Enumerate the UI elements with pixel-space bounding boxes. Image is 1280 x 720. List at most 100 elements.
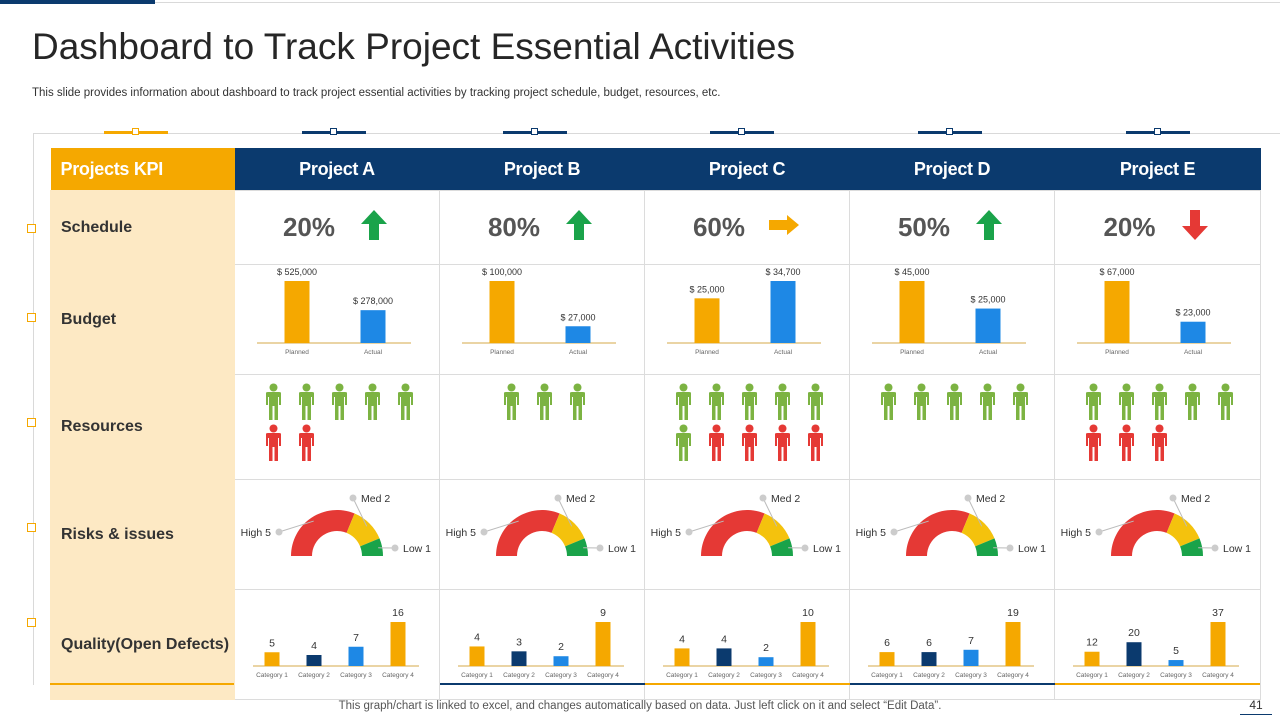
footer-note: This graph/chart is linked to excel, and…: [338, 700, 942, 712]
schedule-bullet: [27, 224, 36, 233]
medium-risk-label: Med 2: [566, 493, 595, 505]
person-icon: [299, 383, 314, 420]
page-title: Dashboard to Track Project Essential Act…: [32, 26, 795, 67]
defect-bar: [264, 652, 280, 666]
planned-value-label: $ 45,000: [894, 267, 929, 277]
leader-line: [762, 497, 778, 527]
person-icon: [742, 424, 757, 461]
category-label: Category 2: [503, 672, 535, 679]
leader-line: [557, 497, 573, 527]
leader-dot: [801, 544, 809, 552]
leader-dot: [480, 528, 488, 536]
person-icon: [1218, 383, 1233, 420]
low-risk-segment: [770, 538, 793, 556]
budget-axis-label: Planned: [900, 349, 924, 356]
defect-value-label: 19: [1007, 607, 1019, 619]
trend-up-icon: [357, 208, 391, 247]
person-icon: [808, 383, 823, 420]
defect-bar: [758, 657, 774, 666]
person-icon: [1185, 383, 1200, 420]
leader-dot: [391, 544, 399, 552]
category-label: Category 1: [256, 672, 288, 679]
defects-chart: 4 Category 1 3 Category 2 2 Category 3 9 Catego…: [458, 607, 624, 679]
risk-gauge: High 5 Med 2 Low 1: [651, 493, 841, 556]
defect-value-label: 7: [968, 635, 974, 647]
quality-label: Quality(Open Defects): [50, 589, 235, 700]
project-b-tick-marker: [503, 128, 567, 135]
leader-dot: [554, 494, 562, 502]
budget-axis-label: Actual: [774, 349, 793, 356]
defect-bar: [553, 656, 569, 666]
defect-value-label: 2: [763, 642, 769, 654]
actual-value-label: $ 23,000: [1175, 308, 1210, 318]
risk-gauge: High 5 Med 2 Low 1: [241, 493, 431, 556]
defect-bar: [511, 651, 527, 666]
budget-axis-label: Planned: [695, 349, 719, 356]
category-label: Category 1: [461, 672, 493, 679]
project-e-header: Project E: [1054, 148, 1261, 191]
project-b-header: Project B: [439, 148, 645, 191]
people-group: [1055, 375, 1259, 462]
budget-chart: $ 45,000 Planned $ 25,000 Actual: [872, 267, 1026, 356]
person-icon: [1013, 383, 1028, 420]
resources-label: Resources: [50, 374, 235, 480]
low-risk-label: Low 1: [813, 543, 841, 555]
planned-value-label: $ 100,000: [482, 267, 522, 277]
connector-line: [33, 133, 1280, 134]
budget-axis-label: Actual: [979, 349, 998, 356]
high-risk-segment: [496, 510, 560, 556]
project-a-schedule: 20%: [234, 190, 440, 265]
risks-bullet: [27, 523, 36, 532]
category-label: Category 4: [382, 672, 414, 679]
budget-chart: $ 100,000 Planned $ 27,000 Actual: [462, 267, 616, 356]
category-label: Category 3: [955, 672, 987, 679]
category-label: Category 4: [997, 672, 1029, 679]
defect-value-label: 6: [884, 637, 890, 649]
project-e-risks: High 5 Med 2 Low 1: [1054, 479, 1261, 590]
project-b-risks: High 5 Med 2 Low 1: [439, 479, 645, 590]
actual-value-label: $ 27,000: [560, 312, 595, 322]
page-subtitle: This slide provides information about da…: [32, 87, 721, 99]
defect-bar: [306, 655, 322, 666]
low-risk-label: Low 1: [1223, 543, 1251, 555]
project-d-budget: $ 45,000 Planned $ 25,000 Actual: [849, 264, 1055, 375]
person-icon: [914, 383, 929, 420]
actual-value-label: $ 25,000: [970, 295, 1005, 305]
low-risk-segment: [360, 538, 383, 556]
person-icon: [266, 424, 281, 461]
person-icon: [332, 383, 347, 420]
project-e-quality: 12 Category 1 20 Category 2 5 Category 3 37 Cat…: [1054, 589, 1261, 700]
category-label: Category 2: [1118, 672, 1150, 679]
top-accent-bar: [0, 0, 155, 4]
schedule-percent: 60%: [692, 212, 746, 242]
low-risk-label: Low 1: [608, 543, 636, 555]
person-icon: [398, 383, 413, 420]
project-c-schedule: 60%: [644, 190, 850, 265]
high-risk-label: High 5: [446, 527, 477, 539]
people-group: [850, 375, 1054, 421]
defect-bar: [800, 622, 816, 666]
top-divider: [155, 2, 1280, 3]
defect-bar: [1210, 622, 1226, 666]
page-number: 41: [1240, 698, 1272, 715]
project-b-budget: $ 100,000 Planned $ 27,000 Actual: [439, 264, 645, 375]
project-d-quality: 6 Category 1 6 Category 2 7 Category 3 19 Categ…: [849, 589, 1055, 700]
defects-chart: 12 Category 1 20 Category 2 5 Category 3 37 Cat…: [1073, 607, 1239, 679]
project-d-risks: High 5 Med 2 Low 1: [849, 479, 1055, 590]
leader-line: [483, 520, 519, 533]
leader-line: [1098, 520, 1134, 533]
person-icon: [1152, 424, 1167, 461]
low-risk-segment: [975, 538, 998, 556]
defect-value-label: 16: [392, 607, 404, 619]
planned-value-label: $ 25,000: [689, 284, 724, 294]
actual-bar: [1180, 321, 1206, 343]
defect-value-label: 6: [926, 637, 932, 649]
bottom-accent-e: [1055, 683, 1260, 685]
actual-bar: [770, 281, 796, 343]
budget-chart: $ 25,000 Planned $ 34,700 Actual: [667, 267, 821, 356]
budget-axis-label: Planned: [285, 349, 309, 356]
planned-bar: [1104, 281, 1130, 343]
high-risk-segment: [291, 510, 355, 556]
person-icon: [1119, 383, 1134, 420]
schedule-percent: 50%: [897, 212, 951, 242]
